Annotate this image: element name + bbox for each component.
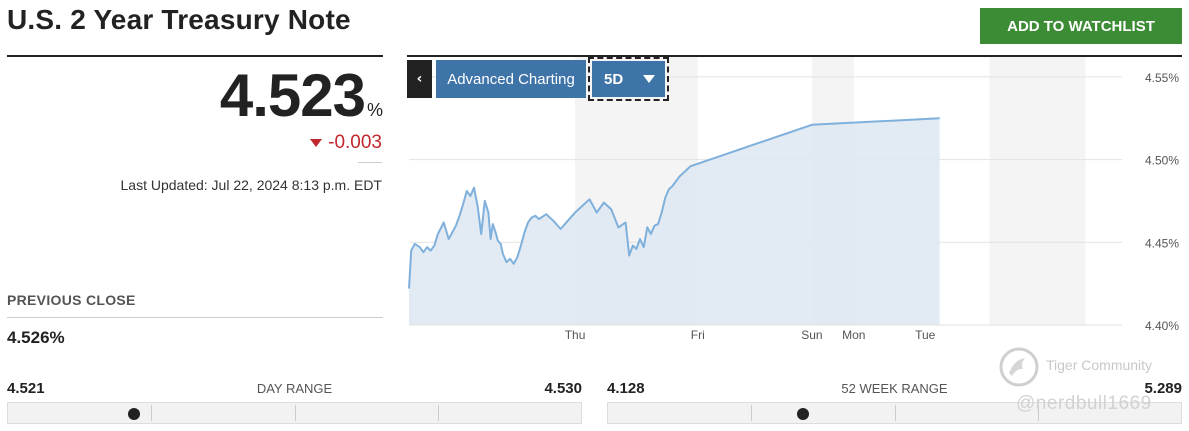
range-tick	[294, 405, 296, 421]
chevron-down-icon	[643, 75, 655, 83]
quote-price: 4.523 %	[220, 66, 383, 126]
previous-close-label: PREVIOUS CLOSE	[7, 292, 136, 308]
divider	[358, 162, 382, 163]
range-tick	[751, 405, 753, 421]
range-tick	[1037, 405, 1039, 421]
series-line	[408, 117, 940, 289]
range-tick	[437, 405, 439, 421]
day-range-low: 4.521	[7, 380, 45, 397]
price-value: 4.523	[219, 62, 366, 129]
week-52-range-low: 4.128	[607, 380, 645, 397]
change-value: -0.003	[328, 132, 382, 153]
series-area	[409, 118, 940, 325]
price-unit: %	[366, 100, 383, 120]
advanced-charting-button[interactable]: Advanced Charting	[436, 60, 586, 98]
day-range-label: DAY RANGE	[256, 381, 333, 396]
x-tick-label: Thu	[565, 328, 586, 342]
y-tick-label: 4.50%	[1145, 154, 1179, 168]
week-52-range-label: 52 WEEK RANGE	[841, 381, 948, 396]
week-52-range: 4.128 52 WEEK RANGE 5.289	[607, 378, 1182, 428]
day-range-high: 4.530	[544, 380, 582, 397]
tiger-logo-icon	[999, 347, 1039, 387]
x-tick-label: Mon	[842, 328, 865, 342]
y-tick-label: 4.40%	[1145, 319, 1179, 333]
price-chart[interactable]: 4.55% 4.50% 4.45% 4.40% Thu Fri Sun Mon Tue	[407, 57, 1189, 347]
period-select[interactable]: 5D	[588, 57, 669, 101]
previous-close-value: 4.526%	[7, 328, 65, 347]
day-range-marker	[128, 408, 141, 420]
day-range-track	[7, 402, 582, 424]
range-tick	[151, 405, 153, 421]
week-52-range-high: 5.289	[1144, 380, 1182, 397]
week-52-range-marker	[796, 408, 809, 420]
chevron-left-icon[interactable]: ‹	[407, 60, 432, 98]
y-tick-label: 4.55%	[1145, 71, 1179, 85]
period-value: 5D	[604, 70, 624, 88]
range-tick	[894, 405, 896, 421]
last-updated: Last Updated: Jul 22, 2024 8:13 p.m. EDT	[120, 177, 383, 193]
x-tick-label: Sun	[801, 328, 822, 342]
arrow-down-icon	[310, 139, 323, 147]
divider	[7, 317, 383, 318]
x-tick-label: Tue	[915, 328, 936, 342]
day-range: 4.521 DAY RANGE 4.530	[7, 378, 582, 428]
session-band	[989, 57, 1086, 325]
page-title: U.S. 2 Year Treasury Note	[7, 4, 351, 35]
divider	[7, 55, 383, 57]
add-to-watchlist-button[interactable]: ADD TO WATCHLIST	[980, 8, 1182, 44]
watermark-handle: @nerdbull1669	[1016, 393, 1152, 414]
watermark-text: Tiger Community	[1046, 357, 1153, 373]
x-tick-label: Fri	[691, 328, 705, 342]
week-52-range-track	[607, 402, 1182, 424]
period-select-button[interactable]: 5D	[592, 61, 665, 97]
divider	[407, 55, 1182, 57]
y-tick-label: 4.45%	[1145, 236, 1179, 250]
price-change: -0.003	[310, 132, 382, 154]
